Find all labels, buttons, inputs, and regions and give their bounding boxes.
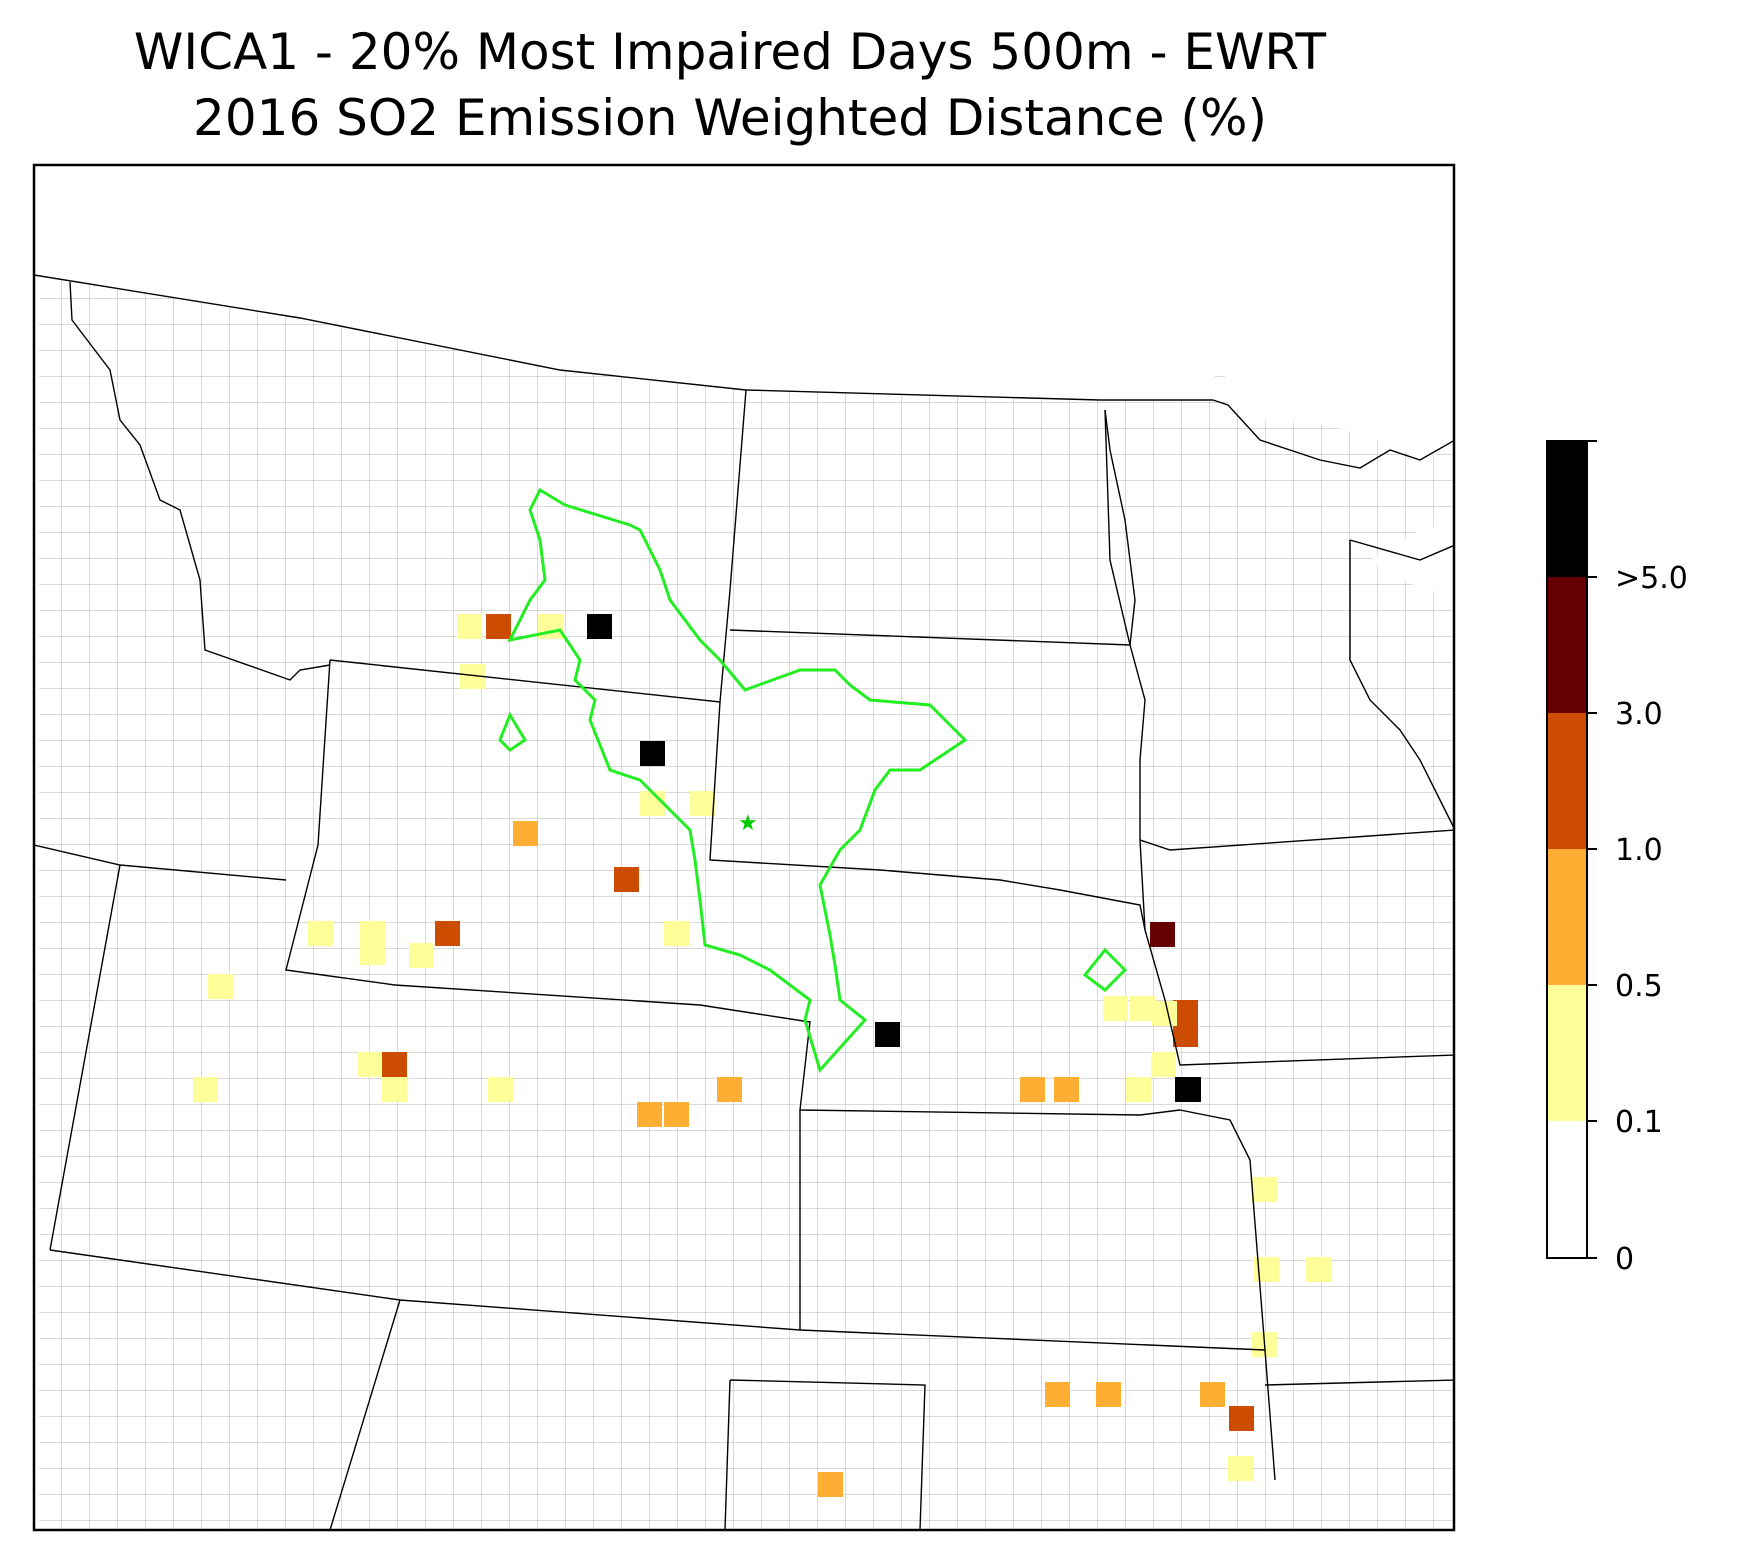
emission-cell-yellow [1126, 1077, 1151, 1102]
colorbar-tick-label: 0.1 [1615, 1105, 1663, 1140]
county-lines [39, 177, 1454, 1530]
emission-cell-yellow [1103, 996, 1128, 1021]
emission-cell-black [587, 614, 612, 639]
emission-cell-red [1173, 1000, 1198, 1025]
emission-cell-yellow [1152, 1001, 1177, 1026]
emission-cell-yellow [690, 791, 715, 816]
emission-cell-black [1175, 1077, 1200, 1102]
emission-cell-red [614, 867, 639, 892]
state-boundaries [34, 274, 1454, 1530]
emission-cell-black [875, 1022, 900, 1047]
emission-cell-red [435, 921, 460, 946]
emission-cell-yellow [360, 940, 385, 965]
emission-cell-red [1173, 1022, 1198, 1047]
emission-cell-yellow [382, 1077, 407, 1102]
colorbar-bin-red [1547, 713, 1587, 849]
colorbar-bin-darkred [1547, 577, 1587, 713]
impact-contours [498, 487, 1128, 1073]
emission-cell-yellow [640, 791, 665, 816]
map-frame [32, 163, 1456, 1532]
emission-cell-yellow [488, 1077, 513, 1102]
emission-cell-orange [1045, 1382, 1070, 1407]
colorbar-bin-black [1547, 441, 1587, 577]
colorbar-tick-label: 1.0 [1615, 833, 1663, 868]
colorbar-bin-yellow [1547, 985, 1587, 1121]
emission-cell-yellow [1252, 1177, 1277, 1202]
colorbar-bin-white [1547, 1121, 1587, 1258]
emission-cell-yellow [664, 921, 689, 946]
emission-cell-red [1229, 1406, 1254, 1431]
map-title-line2: 2016 SO2 Emission Weighted Distance (%) [193, 89, 1267, 147]
emission-cell-yellow [1130, 996, 1155, 1021]
emission-cell-orange [637, 1102, 662, 1127]
colorbar-tick-label: 0 [1615, 1242, 1634, 1277]
map-area: ★ [34, 165, 1454, 1530]
emission-cell-yellow [457, 614, 482, 639]
colorbar: >5.0 3.0 1.0 0.5 0.1 0 [1546, 440, 1688, 1277]
emission-cell-yellow [193, 1077, 218, 1102]
emission-cell-orange [1200, 1382, 1225, 1407]
colorbar-tick-label: 0.5 [1615, 969, 1663, 1004]
emission-cell-orange [1096, 1382, 1121, 1407]
emission-cell-orange [1020, 1077, 1045, 1102]
emission-cell-red [486, 614, 511, 639]
emission-cell-yellow [308, 921, 333, 946]
emission-cell-orange [717, 1077, 742, 1102]
emission-cell-yellow [538, 614, 563, 639]
colorbar-tick-label: 3.0 [1615, 697, 1663, 732]
emission-cell-yellow [409, 943, 434, 968]
emission-cell-darkred [1150, 922, 1175, 947]
emission-cell-orange [664, 1102, 689, 1127]
emission-cell-orange [1054, 1077, 1079, 1102]
emission-cell-yellow [1306, 1257, 1331, 1282]
star-icon: ★ [738, 811, 758, 836]
emission-cell-yellow [1228, 1456, 1253, 1481]
emission-cell-red [382, 1052, 407, 1077]
emission-cell-yellow [1151, 1052, 1176, 1077]
colorbar-bin-orange [1547, 849, 1587, 985]
map-title-line1: WICA1 - 20% Most Impaired Days 500m - EW… [133, 23, 1327, 81]
colorbar-tick-label: >5.0 [1615, 561, 1688, 596]
emission-cell-orange [513, 821, 538, 846]
emission-cell-yellow [358, 1052, 383, 1077]
emission-cell-black [640, 741, 665, 766]
canada-mask [34, 165, 1454, 460]
emission-cell-orange [818, 1472, 843, 1497]
emission-cell-yellow [208, 974, 233, 999]
